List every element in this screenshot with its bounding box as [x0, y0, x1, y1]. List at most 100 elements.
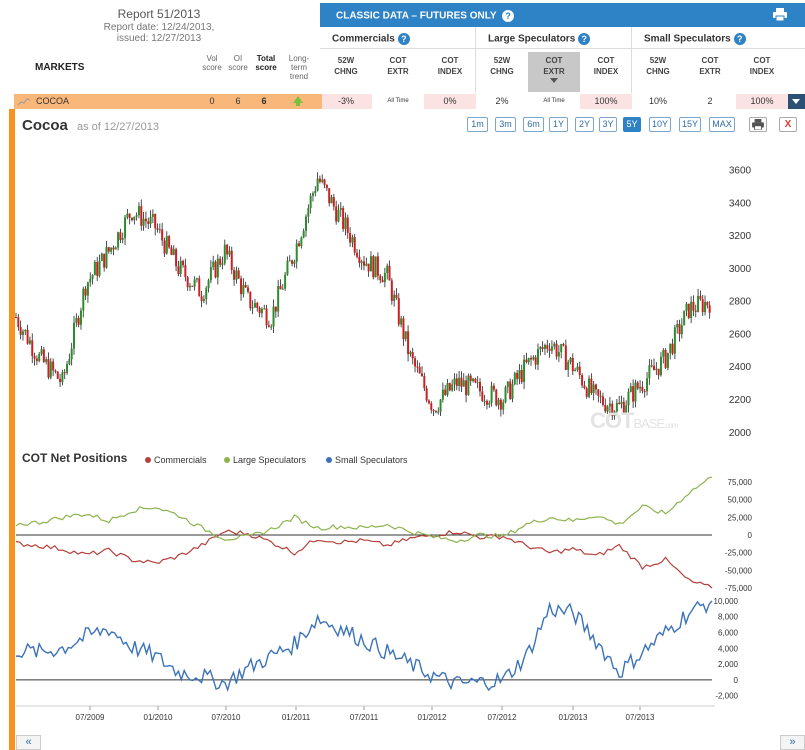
report-issued: issued: 12/27/2013	[116, 33, 202, 44]
range-button-1m[interactable]: 1m	[467, 117, 488, 132]
help-icon[interactable]: ?	[578, 33, 591, 45]
candle-body	[469, 375, 472, 381]
candle-body	[502, 402, 505, 410]
candle-body	[105, 247, 108, 268]
range-button-10y[interactable]: 10Y	[649, 117, 671, 132]
candle-body	[300, 237, 303, 247]
candle-body	[314, 190, 317, 194]
range-button-3m[interactable]: 3m	[495, 117, 516, 132]
candle-body	[114, 247, 117, 250]
candle-body	[634, 382, 637, 402]
candle-body	[479, 382, 481, 392]
market-row-cocoa[interactable]: COCOA 0 6 6	[14, 94, 322, 109]
candle-body	[467, 375, 470, 396]
cot-axis-tick-label: 0	[748, 531, 753, 540]
markets-header: MARKETS	[35, 62, 85, 73]
candle-body	[140, 206, 143, 226]
column-header-52w-chng[interactable]: 52W CHNG	[476, 52, 528, 92]
candle-body	[126, 213, 129, 218]
candle-body	[601, 396, 604, 405]
group-commercials: Commercials?	[320, 27, 475, 49]
candle-body	[100, 253, 103, 261]
column-header-cot-extr[interactable]: COT EXTR	[528, 52, 580, 92]
price-axis-tick-label: 3000	[729, 264, 752, 275]
candle-body	[339, 207, 342, 210]
column-header-line: COT	[701, 56, 719, 65]
candle-body	[33, 356, 36, 359]
candle-body	[112, 247, 115, 250]
column-header-52w-chng[interactable]: 52W CHNG	[632, 52, 684, 92]
column-header-52w-chng[interactable]: 52W CHNG	[320, 52, 372, 92]
legend-item-small-speculators[interactable]: Small Speculators	[326, 455, 408, 465]
range-button-max[interactable]: MAX	[709, 117, 735, 132]
close-chart-button[interactable]: X	[779, 117, 797, 132]
candle-body	[172, 249, 175, 255]
cot-series-line-commercials	[15, 529, 713, 589]
candle-body	[402, 318, 405, 340]
candle-body	[40, 349, 43, 355]
candle-body	[687, 303, 690, 318]
column-header-line: COT	[545, 56, 563, 65]
column-header-cot-index[interactable]: COT INDEX	[424, 52, 476, 92]
candle-body	[19, 327, 22, 335]
classic-data-title-text: CLASSIC DATA – FUTURES ONLY	[336, 10, 497, 22]
candle-body	[351, 237, 354, 243]
candle-body	[437, 411, 440, 413]
candle-body	[495, 389, 498, 406]
candle-body	[692, 301, 695, 311]
column-header-cot-index[interactable]: COT INDEX	[580, 52, 632, 92]
candle-body	[485, 400, 488, 405]
candle-body	[455, 378, 458, 386]
price-axis-tick-label: 3200	[729, 231, 752, 242]
print-icon	[752, 119, 764, 131]
candle-body	[379, 275, 382, 280]
candle-body	[488, 402, 491, 405]
candle-body	[17, 317, 20, 328]
vol-score-value: 0	[209, 96, 215, 106]
candle-body	[388, 265, 391, 281]
candle-body	[548, 348, 551, 351]
price-axis-tick-label: 2800	[729, 297, 752, 308]
candle-body	[121, 238, 124, 240]
candle-body	[664, 349, 667, 368]
prev-button[interactable]: «	[16, 735, 41, 750]
market-cell: -3%	[320, 94, 372, 109]
candle-body	[154, 214, 157, 229]
candle-body	[325, 184, 328, 189]
help-icon[interactable]: ?	[502, 10, 515, 22]
range-button-15y[interactable]: 15Y	[679, 117, 701, 132]
candle-body	[70, 348, 73, 360]
range-button-3y[interactable]: 3Y	[599, 117, 617, 132]
candle-body	[158, 229, 161, 231]
oi-score-header[interactable]: OI score	[224, 54, 252, 72]
column-header-line: INDEX	[437, 67, 463, 76]
candle-body	[73, 322, 75, 349]
legend-item-commercials[interactable]: Commercials	[145, 455, 207, 465]
cotbase-watermark: COTBASE.com	[590, 408, 679, 434]
column-header-cot-extr[interactable]: COT EXTR	[684, 52, 736, 92]
column-header-cot-index[interactable]: COT INDEX	[736, 52, 788, 92]
candle-body	[316, 178, 319, 191]
print-icon[interactable]	[773, 8, 787, 21]
column-header-cot-extr[interactable]: COT EXTR	[372, 52, 424, 92]
help-icon[interactable]: ?	[733, 33, 746, 45]
legend-item-large-speculators[interactable]: Large Speculators	[224, 455, 306, 465]
help-icon[interactable]: ?	[397, 33, 410, 45]
total-score-header[interactable]: Total score	[251, 54, 281, 72]
candle-body	[298, 243, 301, 247]
cot-axis-tick-label: -50,000	[725, 566, 753, 575]
range-button-5y[interactable]: 5Y	[623, 117, 641, 132]
range-button-2y[interactable]: 2Y	[575, 117, 594, 132]
row-expand-dropdown[interactable]	[788, 94, 805, 109]
range-button-1y[interactable]: 1Y	[549, 117, 568, 132]
range-button-6m[interactable]: 6m	[523, 117, 544, 132]
candle-body	[395, 294, 398, 299]
candle-body	[119, 232, 122, 240]
trend-header[interactable]: Long- term trend	[284, 54, 314, 81]
vol-score-header[interactable]: Vol score	[198, 54, 226, 72]
print-chart-button[interactable]	[749, 117, 767, 132]
next-button[interactable]: »	[780, 735, 805, 750]
candle-body	[191, 285, 194, 287]
candle-body	[21, 331, 24, 335]
